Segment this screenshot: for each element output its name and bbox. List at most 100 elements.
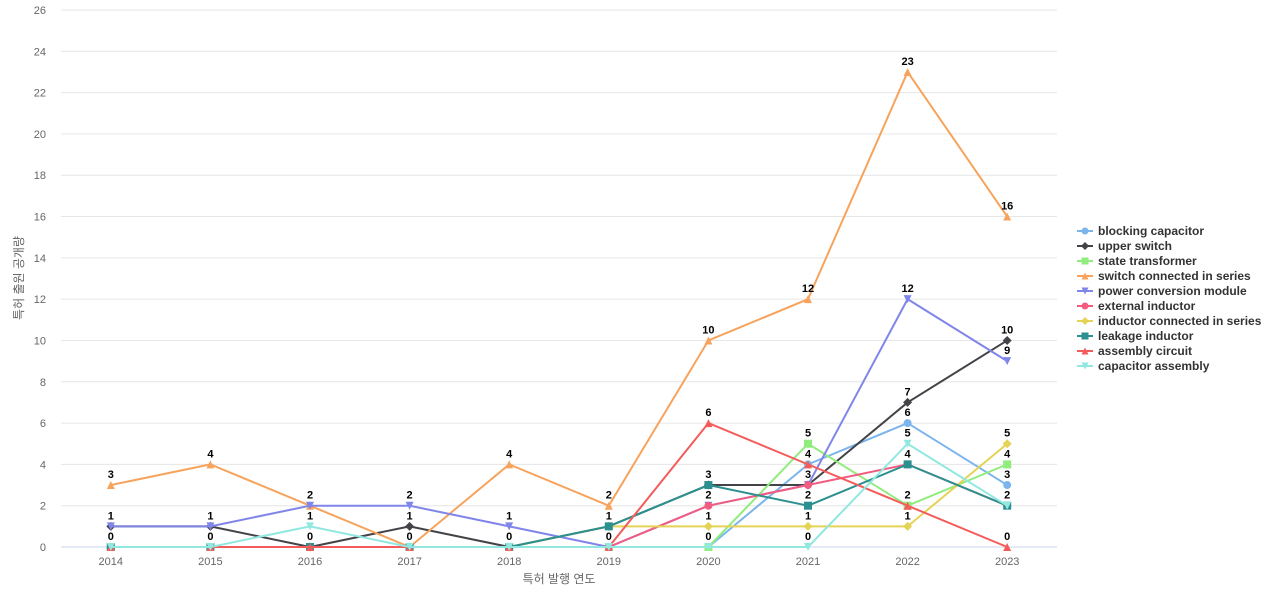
- data-point-switch-connected-in-series[interactable]: [804, 295, 812, 304]
- legend-symbol: [1081, 317, 1089, 325]
- data-point-capacitor-assembly[interactable]: [505, 543, 514, 551]
- data-point-capacitor-assembly[interactable]: [604, 543, 613, 551]
- data-label: 0: [1004, 531, 1010, 543]
- data-label: 0: [307, 531, 313, 543]
- data-point-upper-switch[interactable]: [405, 521, 415, 531]
- y-tick-label: 4: [40, 459, 46, 471]
- data-label: 12: [901, 283, 913, 295]
- x-tick-label: 2019: [597, 556, 621, 568]
- data-point-switch-connected-in-series[interactable]: [106, 481, 115, 490]
- data-point-power-conversion-module[interactable]: [505, 522, 514, 531]
- legend-item-assembly-circuit[interactable]: assembly circuit: [1077, 344, 1192, 358]
- series-line-state-transformer: [109, 442, 1009, 548]
- data-point-switch-connected-in-series[interactable]: [1003, 212, 1012, 221]
- legend-item-state-transformer[interactable]: state transformer: [1077, 254, 1197, 268]
- data-label: 0: [407, 531, 413, 543]
- data-point-power-conversion-module[interactable]: [306, 501, 314, 510]
- legend-item-upper-switch[interactable]: upper switch: [1077, 239, 1172, 253]
- legend-item-external-inductor[interactable]: external inductor: [1077, 299, 1196, 313]
- x-tick-label: 2015: [198, 556, 222, 568]
- data-label: 2: [805, 490, 811, 502]
- x-tick-label: 2022: [895, 556, 919, 568]
- data-point-switch-connected-in-series[interactable]: [604, 501, 613, 510]
- data-point-assembly-circuit[interactable]: [306, 543, 314, 551]
- data-point-external-inductor[interactable]: [804, 481, 812, 490]
- data-point-leakage-inductor[interactable]: [903, 460, 912, 469]
- data-point-capacitor-assembly[interactable]: [804, 543, 812, 551]
- series-line-upper-switch: [109, 339, 1009, 548]
- data-point-upper-switch[interactable]: [903, 397, 913, 407]
- data-point-leakage-inductor[interactable]: [804, 501, 812, 510]
- data-point-assembly-circuit[interactable]: [903, 501, 912, 510]
- data-label: 1: [506, 510, 512, 522]
- data-point-power-conversion-module[interactable]: [405, 501, 414, 510]
- data-point-capacitor-assembly[interactable]: [206, 543, 215, 551]
- data-point-capacitor-assembly[interactable]: [405, 543, 414, 551]
- x-axis-title: 특허 발행 연도: [523, 571, 596, 586]
- data-label: 0: [805, 531, 811, 543]
- legend-item-leakage-inductor[interactable]: leakage inductor: [1077, 329, 1194, 343]
- data-point-power-conversion-module[interactable]: [106, 522, 115, 531]
- data-point-capacitor-assembly[interactable]: [306, 522, 314, 531]
- x-tick-label: 2017: [397, 556, 421, 568]
- data-label: 1: [207, 510, 213, 522]
- y-tick-label: 26: [34, 5, 46, 17]
- data-point-inductor-connected-in-series[interactable]: [803, 521, 813, 531]
- data-label: 2: [407, 490, 413, 502]
- data-point-leakage-inductor[interactable]: [704, 481, 713, 490]
- series-state-transformer: [106, 439, 1012, 551]
- legend-symbol: [1081, 332, 1089, 340]
- data-label: 2: [606, 490, 612, 502]
- data-label: 5: [805, 428, 811, 440]
- data-point-external-inductor[interactable]: [704, 501, 713, 510]
- data-point-leakage-inductor[interactable]: [604, 522, 613, 531]
- data-point-upper-switch[interactable]: [1002, 335, 1012, 345]
- data-point-switch-connected-in-series[interactable]: [704, 336, 713, 345]
- data-label: 2: [705, 490, 711, 502]
- data-point-state-transformer[interactable]: [804, 439, 812, 448]
- data-point-power-conversion-module[interactable]: [206, 522, 215, 531]
- legend-item-inductor-connected-in-series[interactable]: inductor connected in series: [1077, 314, 1262, 328]
- data-label: 1: [905, 510, 911, 522]
- data-point-capacitor-assembly[interactable]: [903, 439, 912, 448]
- data-point-assembly-circuit[interactable]: [804, 460, 812, 469]
- gridlines: [61, 9, 1057, 507]
- data-point-inductor-connected-in-series[interactable]: [703, 521, 713, 531]
- data-point-switch-connected-in-series[interactable]: [505, 460, 514, 469]
- data-point-blocking-capacitor[interactable]: [1003, 481, 1012, 490]
- legend-label: external inductor: [1098, 299, 1196, 313]
- data-point-blocking-capacitor[interactable]: [903, 419, 912, 428]
- data-point-inductor-connected-in-series[interactable]: [903, 521, 913, 531]
- series-group: [106, 67, 1012, 552]
- data-point-inductor-connected-in-series[interactable]: [1002, 439, 1012, 449]
- legend-item-switch-connected-in-series[interactable]: switch connected in series: [1077, 269, 1251, 283]
- data-point-capacitor-assembly[interactable]: [106, 543, 115, 551]
- data-label: 1: [108, 510, 114, 522]
- y-tick-label: 12: [34, 294, 46, 306]
- data-point-capacitor-assembly[interactable]: [704, 543, 713, 551]
- data-point-power-conversion-module[interactable]: [1003, 357, 1012, 366]
- data-point-assembly-circuit[interactable]: [704, 419, 713, 428]
- data-point-power-conversion-module[interactable]: [903, 295, 912, 304]
- data-point-assembly-circuit[interactable]: [1003, 543, 1012, 551]
- data-label: 4: [805, 448, 812, 460]
- data-label: 1: [307, 510, 313, 522]
- legend-label: inductor connected in series: [1098, 314, 1262, 328]
- data-point-switch-connected-in-series[interactable]: [206, 460, 215, 469]
- data-point-state-transformer[interactable]: [1003, 460, 1012, 469]
- data-point-switch-connected-in-series[interactable]: [903, 67, 912, 76]
- y-tick-label: 20: [34, 129, 46, 141]
- legend-item-capacitor-assembly[interactable]: capacitor assembly: [1077, 359, 1210, 373]
- series-line-capacitor-assembly: [109, 442, 1009, 548]
- data-label: 1: [805, 510, 811, 522]
- legend-symbol: [1081, 287, 1089, 295]
- data-label: 7: [905, 386, 911, 398]
- legend-item-power-conversion-module[interactable]: power conversion module: [1077, 284, 1247, 298]
- data-label: 4: [506, 448, 513, 460]
- series-inductor-connected-in-series: [106, 439, 1012, 552]
- data-point-capacitor-assembly[interactable]: [1003, 501, 1012, 510]
- legend-item-blocking-capacitor[interactable]: blocking capacitor: [1077, 224, 1204, 238]
- legend-symbol: [1081, 362, 1089, 370]
- series-line-switch-connected-in-series: [109, 70, 1009, 548]
